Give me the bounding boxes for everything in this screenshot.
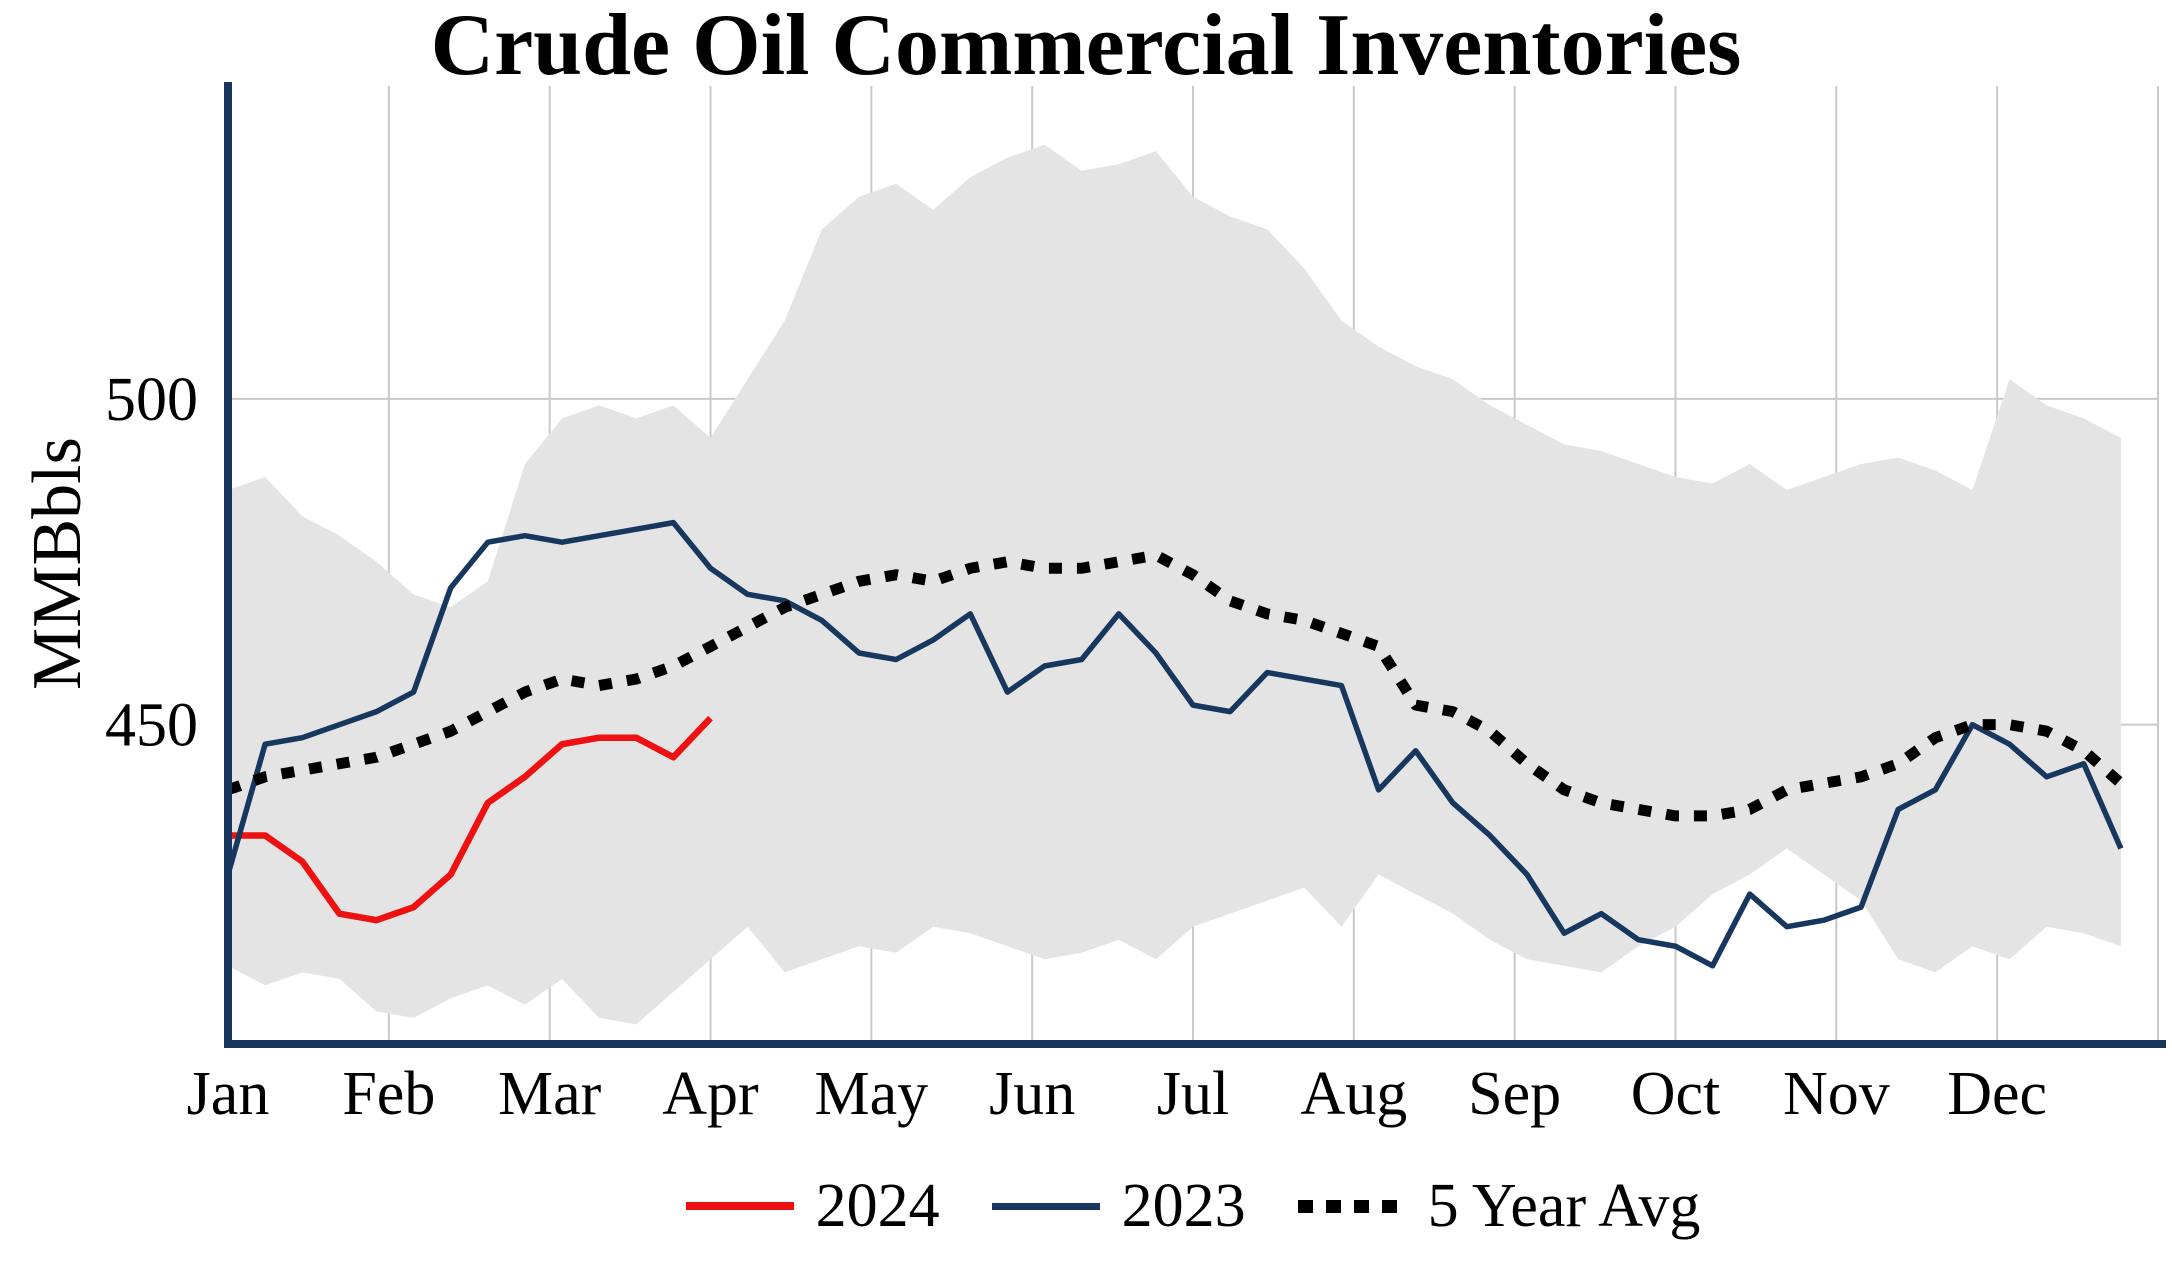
chart-legend: 2024 2023 5 Year Avg [228, 1175, 2158, 1237]
legend-item-2024: 2024 [685, 1172, 940, 1240]
series-line-2023 [225, 519, 2124, 969]
legend-swatch-2023-navy-line [991, 1202, 1100, 1210]
x-tick-label-jul: Jul [1157, 1060, 1229, 1128]
legend-item-2023: 2023 [991, 1172, 1246, 1240]
chart-title: Crude Oil Commercial Inventories [430, 0, 1742, 94]
five-year-range-band [228, 144, 2121, 1025]
y-tick-label: 450 [105, 692, 198, 760]
x-tick-label-oct: Oct [1631, 1060, 1721, 1128]
x-tick-label-jun: Jun [989, 1060, 1075, 1128]
x-tick-label-apr: Apr [662, 1060, 759, 1128]
x-tick-label-may: May [815, 1060, 929, 1128]
legend-label-2023: 2023 [1121, 1172, 1246, 1240]
legend-label-2024: 2024 [815, 1172, 940, 1240]
chart-plot-area: 450 500 Jan Feb Mar Apr May Jun Jul Aug Sep Oct Nov D… [105, 82, 2166, 1128]
x-tick-label-jan: Jan [187, 1060, 270, 1128]
x-tick-label-sep: Sep [1468, 1060, 1561, 1128]
x-tick-label-dec: Dec [1947, 1060, 2047, 1128]
legend-swatch-2024-red-line [685, 1202, 794, 1210]
x-tick-label-feb: Feb [342, 1060, 435, 1128]
legend-swatch-5yr-avg-dotted-line [1297, 1199, 1406, 1213]
series-line-2024 [228, 715, 713, 924]
legend-label-5yr-avg: 5 Year Avg [1427, 1172, 1701, 1240]
x-tick-label-aug: Aug [1300, 1060, 1407, 1128]
legend-item-5yr-avg: 5 Year Avg [1297, 1172, 1701, 1240]
series-line-5-year-avg [226, 549, 2125, 822]
x-tick-label-mar: Mar [498, 1060, 602, 1128]
y-tick-label: 500 [105, 366, 198, 434]
x-tick-label-nov: Nov [1783, 1060, 1890, 1128]
